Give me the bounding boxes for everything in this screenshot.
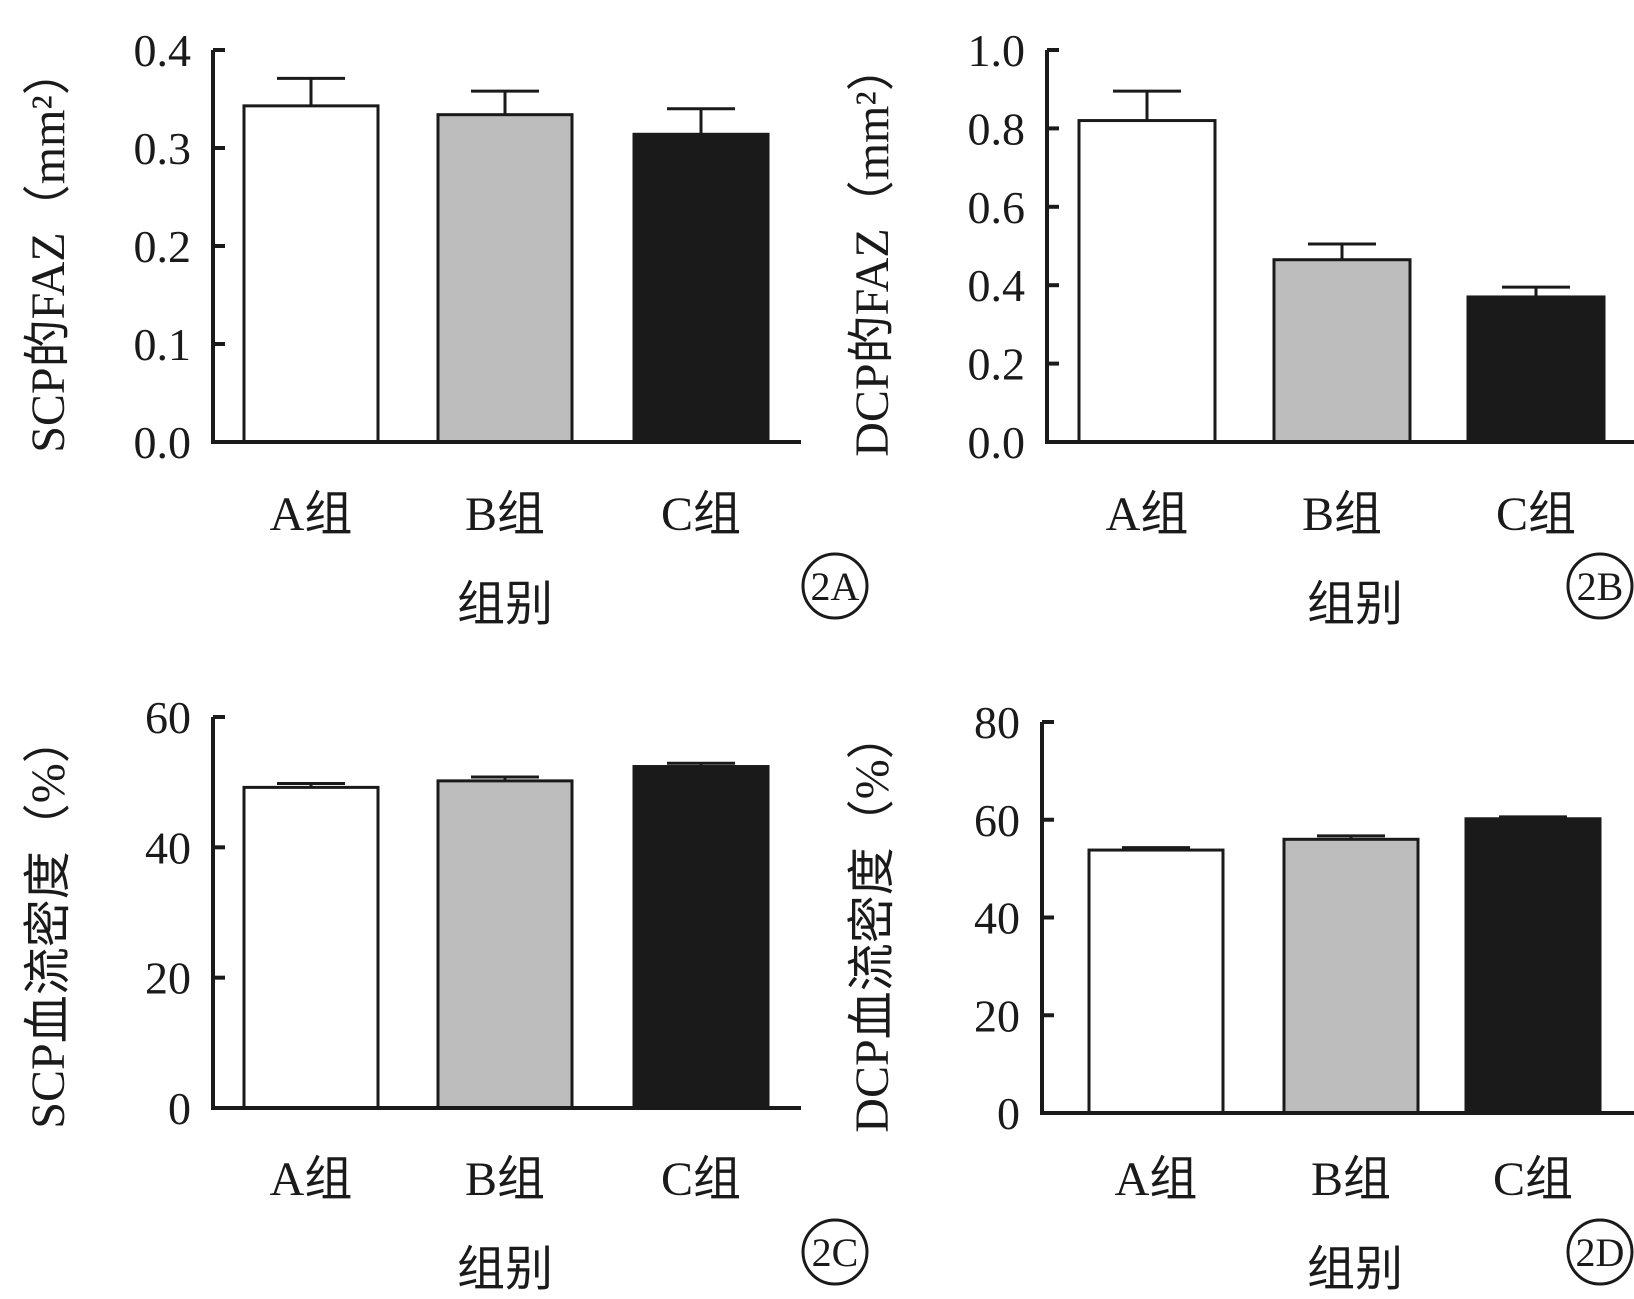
y-tick-label-2c-2: 40 xyxy=(145,822,191,873)
category-label-2b-2: B组 xyxy=(1302,488,1382,541)
y-tick-label-2a-0: 0.0 xyxy=(134,417,192,468)
category-label-2c-3: C组 xyxy=(661,1153,741,1206)
x-axis-title-2a: 组别 xyxy=(457,578,553,631)
y-tick-label-2d-4: 80 xyxy=(974,697,1020,748)
y-axis-title-2a: SCP的FAZ（mm²） xyxy=(22,47,75,453)
y-tick-label-2a-3: 0.3 xyxy=(134,123,192,174)
y-tick-label-2b-2: 0.4 xyxy=(968,260,1026,311)
y-tick-label-2b-4: 0.8 xyxy=(968,103,1026,154)
y-tick-label-2d-2: 40 xyxy=(974,893,1020,944)
chart-panel-2b: A组 B组 C组 0.0 0.2 0.4 0.6 0.8 1.0 DCP的FAZ（mm²） 组别 2B xyxy=(846,25,1634,631)
bar-2a-1 xyxy=(242,104,380,444)
panel-tag-2b: 2B xyxy=(1577,564,1624,609)
category-label-2a-3: C组 xyxy=(661,488,741,541)
bar-2d-2 xyxy=(1282,837,1420,1115)
y-tick-label-2c-0: 0 xyxy=(168,1083,191,1134)
chart-panel-2a: A组 B组 C组 0.0 0.1 0.2 0.3 0.4 SCP的FAZ（mm²） 组别 2A xyxy=(22,25,869,631)
category-label-2d-1: A组 xyxy=(1115,1153,1198,1206)
y-tick-label-2c-1: 20 xyxy=(145,953,191,1004)
y-tick-label-2a-2: 0.2 xyxy=(134,221,192,272)
category-label-2a-2: B组 xyxy=(465,488,545,541)
panel-tag-2c: 2C xyxy=(812,1230,859,1275)
x-axis-title-2b: 组别 xyxy=(1307,578,1403,631)
x-axis-title-2d: 组别 xyxy=(1307,1243,1403,1296)
y-tick-label-2b-1: 0.2 xyxy=(968,339,1026,390)
chart-panel-2d: A组 B组 C组 0 20 40 60 80 DCP血流密度（%） 组别 2D xyxy=(846,697,1634,1296)
bar-2d-3 xyxy=(1464,817,1602,1115)
y-axis-title-2b: DCP的FAZ（mm²） xyxy=(846,43,899,457)
y-tick-label-2d-3: 60 xyxy=(974,795,1020,846)
bar-2b-3 xyxy=(1466,295,1606,444)
y-tick-label-2a-1: 0.1 xyxy=(134,319,192,370)
bar-2d-1 xyxy=(1087,848,1225,1115)
x-axis-title-2c: 组别 xyxy=(457,1243,553,1296)
category-label-2d-3: C组 xyxy=(1493,1153,1573,1206)
y-tick-label-2d-0: 0 xyxy=(997,1088,1020,1139)
bar-2c-3 xyxy=(632,765,770,1110)
y-axis-title-2c: SCP血流密度（%） xyxy=(22,715,75,1128)
y-tick-label-2a-4: 0.4 xyxy=(134,25,192,76)
category-label-2a-1: A组 xyxy=(270,488,353,541)
panel-tag-circle-2c xyxy=(801,1218,869,1286)
category-label-2c-1: A组 xyxy=(270,1153,353,1206)
y-tick-label-2b-0: 0.0 xyxy=(968,417,1026,468)
y-tick-label-2c-3: 60 xyxy=(145,692,191,743)
chart-panel-2c: A组 B组 C组 0 20 40 60 SCP血流密度（%） 组别 2C xyxy=(22,692,869,1296)
y-tick-label-2b-5: 1.0 xyxy=(968,25,1026,76)
category-label-2c-2: B组 xyxy=(465,1153,545,1206)
panel-tag-2a: 2A xyxy=(811,564,860,609)
bar-2c-2 xyxy=(436,779,574,1110)
bar-2b-1 xyxy=(1077,119,1217,444)
panel-tag-circle-2d xyxy=(1566,1218,1634,1286)
bar-2a-2 xyxy=(436,113,574,444)
y-tick-label-2d-1: 20 xyxy=(974,990,1020,1041)
category-label-2d-2: B组 xyxy=(1311,1153,1391,1206)
panel-tag-circle-2b xyxy=(1566,552,1634,620)
y-axis-title-2d: DCP血流密度（%） xyxy=(846,711,899,1132)
panel-tag-circle-2a xyxy=(801,552,869,620)
category-label-2b-1: A组 xyxy=(1106,488,1189,541)
panel-tag-2d: 2D xyxy=(1576,1230,1625,1275)
bar-2a-3 xyxy=(632,132,770,444)
bar-2b-2 xyxy=(1272,258,1412,444)
y-tick-label-2b-3: 0.6 xyxy=(968,182,1026,233)
category-label-2b-3: C组 xyxy=(1496,488,1576,541)
bar-2c-1 xyxy=(242,785,380,1110)
